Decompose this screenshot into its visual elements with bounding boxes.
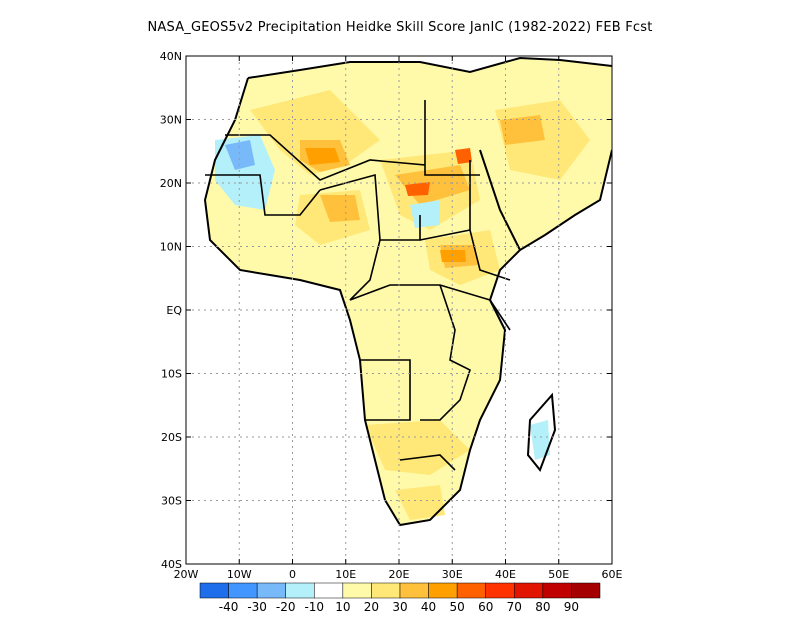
colorbar-swatch [428,582,458,599]
skill-field [205,58,612,525]
lat-tick-label: 10S [161,368,182,381]
country-borders [205,100,511,471]
lon-tick-label: 20E [389,568,410,581]
colorbar-label: 60 [478,600,493,614]
colorbar-swatch [314,582,344,599]
colorbar-label: 30 [392,600,407,614]
colorbar-label: 80 [535,600,550,614]
lon-tick-label: 30E [442,568,463,581]
colorbar-label: 50 [450,600,465,614]
lon-tick-label: 40E [495,568,516,581]
lon-tick-label: 20W [174,568,199,581]
graticule [186,56,612,564]
colorbar-swatch [514,582,544,599]
colorbar-swatch [199,582,229,599]
lat-tick-label: EQ [166,304,182,317]
lon-tick-label: 10W [227,568,252,581]
colorbar-label: -20 [276,600,296,614]
lon-tick-label: 0 [289,568,296,581]
lon-tick-label: 50E [548,568,569,581]
colorbar-swatch [542,582,572,599]
colorbar-swatch [456,582,486,599]
lat-tick-label: 40S [161,558,182,571]
colorbar-swatch [342,582,372,599]
colorbar-swatch [485,582,515,599]
colorbar-label: -30 [247,600,267,614]
colorbar-swatch [371,582,401,599]
colorbar-swatch [228,582,258,599]
lat-tick-label: 40N [160,50,182,63]
colorbar-label: 10 [335,600,350,614]
lat-tick-label: 10N [160,241,182,254]
colorbar-label: 70 [507,600,522,614]
colorbar-swatch [256,582,286,599]
colorbar-swatch [571,582,601,599]
colorbar-swatch [285,582,315,599]
lat-tick-label: 30N [160,114,182,127]
lon-tick-label: 60E [602,568,623,581]
lat-tick-label: 20S [161,431,182,444]
coastlines [203,56,612,527]
map-title: NASA_GEOS5v2 Precipitation Heidke Skill … [147,20,653,35]
colorbar-label: 20 [364,600,379,614]
lat-tick-label: 30S [161,495,182,508]
colorbar: -40 -30 -20 -10 10 20 30 40 50 60 70 80 90 [199,582,601,614]
colorbar-label: 40 [421,600,436,614]
lon-tick-label: 10E [335,568,356,581]
lat-tick-label: 20N [160,177,182,190]
colorbar-label: 90 [564,600,579,614]
colorbar-label: -10 [304,600,324,614]
colorbar-swatch [399,582,429,599]
colorbar-label: -40 [219,600,239,614]
map-axes: 20W 10W 0 10E 20E 30E 40E 50E 60E 40N 30N 20N 10N EQ 1… [160,50,623,581]
